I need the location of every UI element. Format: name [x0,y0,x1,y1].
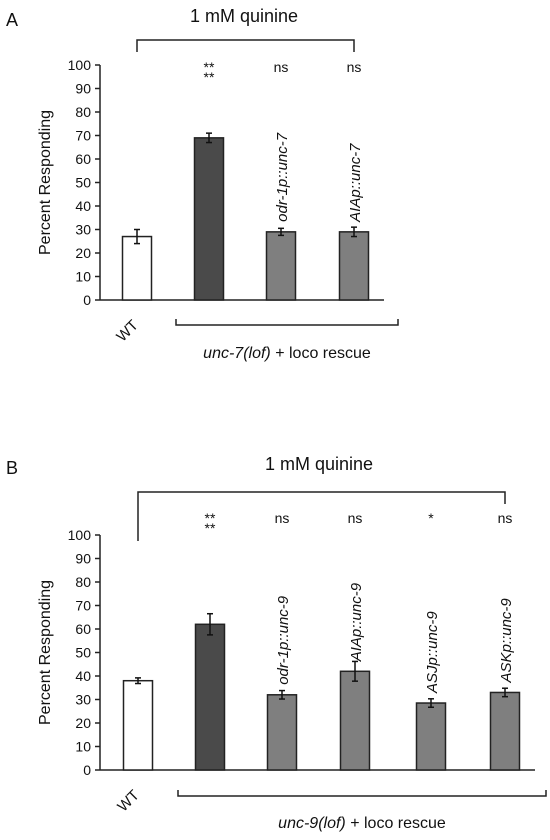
significance-label: ** [205,520,216,536]
bar [193,137,225,301]
significance-label: ns [275,510,290,526]
y-tick-label: 70 [75,128,91,144]
category-label: WT [113,317,142,346]
y-tick-label: 70 [75,598,91,614]
y-tick-label: 40 [75,198,91,214]
y-axis-label: Percent Responding [37,110,54,255]
y-tick-label: 40 [75,668,91,684]
bar [415,702,447,771]
y-tick-label: 90 [75,81,91,97]
y-tick-label: 60 [75,151,91,167]
y-tick-label: 100 [68,527,92,543]
significance-label: * [428,510,434,526]
y-tick-label: 0 [83,292,91,308]
group-label-rescue: + loco rescue [271,345,371,362]
y-tick-label: 30 [75,222,91,238]
category-label: AIAp::unc-7 [347,143,364,223]
y-tick-label: 30 [75,692,91,708]
bar [265,231,297,301]
category-label: odr-1p::unc-9 [275,595,292,685]
group-label-genotype: unc-7(lof) [203,345,271,362]
panel-letter: A [6,10,18,30]
y-tick-label: 90 [75,551,91,567]
significance-label: ** [204,69,215,85]
significance-label: ** [204,59,215,75]
bar [121,235,153,301]
bar [489,691,521,771]
y-tick-label: 0 [83,762,91,778]
significance-label: ns [274,59,289,75]
bar [122,679,154,771]
panel-b: B 1 mM quinine 0 10 20 30 40 50 60 70 80 90 100 Perce… [6,454,547,832]
chart-title: 1 mM quinine [265,454,373,474]
comparison-bracket [137,491,506,541]
group-label-rescue: + loco rescue [346,815,446,832]
y-tick-label: 50 [75,645,91,661]
category-label: odr-1p::unc-7 [274,132,291,222]
category-label: AIAp::unc-9 [348,582,365,662]
y-tick-label: 20 [75,715,91,731]
bar [339,670,371,771]
comparison-bracket [136,39,355,52]
y-tick-label: 10 [75,739,91,755]
y-tick-label: 10 [75,269,91,285]
y-tick-label: 60 [75,621,91,637]
group-underline [177,790,547,797]
y-tick-label: 100 [68,57,92,73]
significance-label: ns [498,510,513,526]
panel-a: A 1 mM quinine 0 10 20 30 40 50 60 70 80 90 100 Perce… [6,6,399,362]
significance-label: ns [347,59,362,75]
y-tick-label: 50 [75,175,91,191]
y-axis-label: Percent Responding [37,580,54,725]
bar [266,694,298,771]
y-tick-label: 80 [75,104,91,120]
significance-label: ** [205,510,216,526]
bar [194,623,226,771]
y-tick-label: 20 [75,245,91,261]
category-label: ASJp::unc-9 [424,611,441,694]
group-underline [175,319,399,326]
group-label: unc-9(lof) + loco rescue [278,815,446,832]
chart-title: 1 mM quinine [190,6,298,26]
category-label: ASKp::unc-9 [498,598,515,684]
y-tick-label: 80 [75,574,91,590]
category-label: WT [114,787,143,816]
bar [338,231,370,301]
group-label-genotype: unc-9(lof) [278,815,346,832]
significance-label: ns [348,510,363,526]
panel-letter: B [6,458,18,478]
group-label: unc-7(lof) + loco rescue [203,345,371,362]
